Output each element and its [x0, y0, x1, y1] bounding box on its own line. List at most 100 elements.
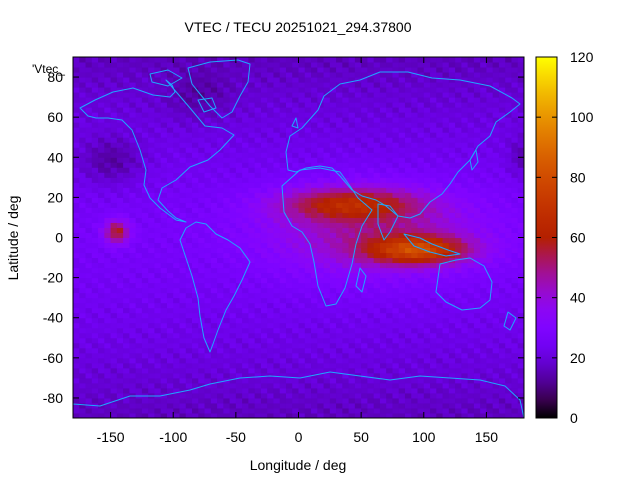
heatmap-cell — [73, 337, 80, 344]
heatmap-cell — [517, 247, 524, 254]
heatmap-cell — [260, 127, 268, 133]
heatmap-cell — [160, 267, 168, 274]
heatmap-cell — [486, 292, 494, 299]
heatmap-cell — [116, 182, 124, 188]
heatmap-cell — [179, 227, 187, 233]
heatmap-cell — [436, 182, 444, 188]
heatmap-cell — [492, 347, 500, 354]
heatmap-cell — [361, 407, 368, 414]
heatmap-cell — [298, 182, 306, 188]
heatmap-cell — [311, 272, 318, 279]
heatmap-cell — [160, 207, 168, 213]
heatmap-cell — [423, 387, 431, 394]
heatmap-cell — [329, 82, 337, 88]
heatmap-cell — [442, 397, 450, 404]
heatmap-cell — [179, 277, 187, 284]
heatmap-cell — [204, 152, 212, 158]
heatmap-cell — [486, 247, 494, 254]
heatmap-cell — [480, 397, 487, 404]
heatmap-cell — [467, 377, 475, 384]
heatmap-cell — [467, 277, 475, 284]
heatmap-cell — [411, 232, 419, 238]
heatmap-cell — [91, 387, 99, 394]
heatmap-cell — [367, 217, 375, 223]
heatmap-cell — [423, 92, 431, 98]
heatmap-cell — [98, 157, 105, 163]
heatmap-cell — [348, 412, 356, 418]
heatmap-cell — [423, 122, 431, 128]
heatmap-cell — [123, 207, 130, 213]
heatmap-cell — [260, 327, 268, 334]
heatmap-cell — [517, 347, 524, 354]
heatmap-cell — [480, 182, 487, 188]
heatmap-cell — [110, 77, 118, 83]
heatmap-cell — [273, 292, 281, 299]
heatmap-cell — [448, 137, 456, 143]
heatmap-cell — [373, 142, 381, 148]
heatmap-cell — [517, 337, 524, 344]
heatmap-cell — [104, 197, 112, 203]
heatmap-cell — [329, 132, 337, 138]
heatmap-cell — [298, 392, 306, 399]
heatmap-cell — [329, 202, 337, 208]
heatmap-cell — [411, 262, 419, 269]
heatmap-cell — [198, 212, 206, 218]
heatmap-cell — [354, 277, 362, 284]
heatmap-cell — [373, 87, 381, 93]
heatmap-cell — [223, 142, 231, 148]
heatmap-cell — [285, 77, 293, 83]
heatmap-cell — [173, 137, 180, 143]
heatmap-cell — [423, 107, 431, 113]
heatmap-cell — [254, 377, 262, 384]
heatmap-cell — [154, 272, 162, 279]
heatmap-cell — [336, 377, 343, 384]
heatmap-cell — [492, 322, 500, 329]
heatmap-cell — [123, 202, 130, 208]
heatmap-cell — [348, 237, 356, 244]
heatmap-cell — [317, 392, 325, 399]
heatmap-cell — [505, 387, 512, 394]
heatmap-cell — [336, 272, 343, 279]
heatmap-cell — [517, 122, 524, 128]
heatmap-cell — [367, 182, 375, 188]
heatmap-cell — [173, 407, 180, 414]
heatmap-cell — [110, 152, 118, 158]
heatmap-cell — [260, 357, 268, 364]
heatmap-cell — [461, 327, 469, 334]
heatmap-cell — [267, 82, 274, 88]
heatmap-cell — [160, 142, 168, 148]
heatmap-cell — [311, 122, 318, 128]
heatmap-cell — [398, 312, 406, 319]
heatmap-cell — [473, 107, 481, 113]
heatmap-cell — [123, 352, 130, 359]
heatmap-cell — [317, 157, 325, 163]
heatmap-cell — [217, 102, 224, 108]
heatmap-cell — [104, 362, 112, 369]
heatmap-cell — [217, 67, 224, 73]
heatmap-cell — [185, 352, 193, 359]
heatmap-cell — [492, 402, 500, 409]
heatmap-cell — [285, 112, 293, 118]
heatmap-cell — [279, 92, 287, 98]
heatmap-cell — [91, 162, 99, 168]
heatmap-cell — [461, 402, 469, 409]
heatmap-cell — [373, 172, 381, 178]
heatmap-cell — [473, 357, 481, 364]
heatmap-cell — [135, 227, 143, 233]
heatmap-cell — [436, 137, 444, 143]
heatmap-cell — [354, 337, 362, 344]
heatmap-cell — [298, 137, 306, 143]
heatmap-cell — [267, 292, 274, 299]
heatmap-cell — [292, 207, 299, 213]
heatmap-cell — [79, 252, 87, 259]
heatmap-cell — [473, 247, 481, 254]
heatmap-cell — [517, 362, 524, 369]
heatmap-cell — [329, 162, 337, 168]
heatmap-cell — [273, 267, 281, 274]
heatmap-cell — [141, 367, 149, 374]
heatmap-cell — [505, 227, 512, 233]
heatmap-cell — [467, 362, 475, 369]
heatmap-cell — [129, 207, 137, 213]
heatmap-cell — [154, 327, 162, 334]
heatmap-cell — [398, 147, 406, 153]
